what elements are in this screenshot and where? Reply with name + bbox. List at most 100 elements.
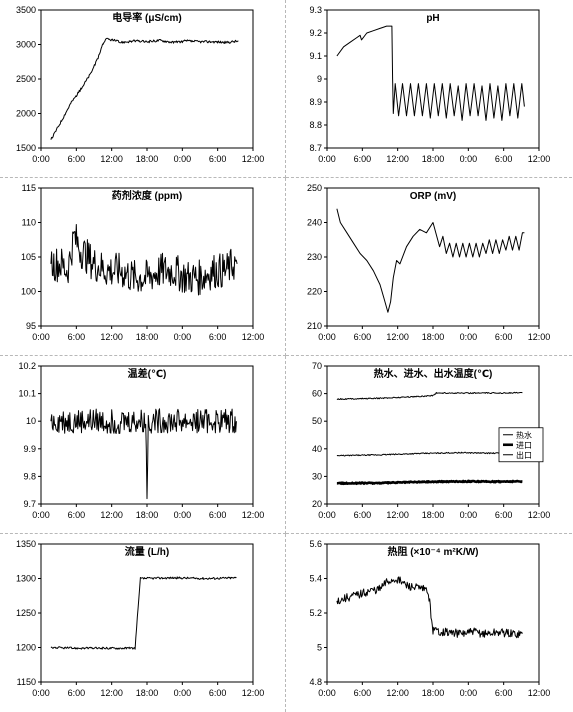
chart-panel-6: 20 30 40 50 60 70 0:00 6:00 12:00 18:00 0:00 6:00 12… xyxy=(286,356,572,534)
y-tick-label: 3500 xyxy=(16,5,36,15)
y-tick-label: 9.8 xyxy=(23,471,36,481)
y-tick-label: 8.7 xyxy=(309,143,322,153)
series-line-2 xyxy=(336,479,523,486)
chart-panel-7: 1150 1200 1250 1300 1350 0:00 6:00 12:00 18:00 0:… xyxy=(0,534,286,712)
chart-panel-3: 95 100 105 110 115 0:00 6:00 12:00 18:00 0:00 6:00… xyxy=(0,178,286,356)
y-tick-label: 9.7 xyxy=(23,499,36,509)
x-tick-label: 12:00 xyxy=(242,154,265,164)
chart-title: 温差(℃) xyxy=(128,367,167,380)
y-tick-label: 1350 xyxy=(16,539,36,549)
chart-svg: 4.8 5 5.2 5.4 5.6 0:00 6:00 12:00 18:00 0:00 6:00 1… xyxy=(309,539,551,698)
x-tick-label: 0:00 xyxy=(174,154,192,164)
series-line-1 xyxy=(50,224,238,296)
y-tick-label: 40 xyxy=(312,444,322,454)
y-tick-label: 70 xyxy=(312,361,322,371)
x-tick-label: 6:00 xyxy=(354,510,372,520)
plot-frame xyxy=(40,9,254,149)
chart-title: 药剂浓度 (ppm) xyxy=(112,189,183,202)
y-tick-label: 50 xyxy=(312,416,322,426)
x-tick-label: 6:00 xyxy=(209,688,227,698)
legend-label: 热水 xyxy=(516,430,532,440)
y-tick-label: 1250 xyxy=(16,608,36,618)
y-tick-label: 1500 xyxy=(16,143,36,153)
y-tick-label: 4.8 xyxy=(309,677,322,687)
x-tick-label: 18:00 xyxy=(422,688,445,698)
chart-panel-1: 1500 2000 2500 3000 3500 0:00 6:00 12:00 18:00 0:… xyxy=(0,0,286,178)
y-tick-label: 9.3 xyxy=(309,5,322,15)
chart-svg: 20 30 40 50 60 70 0:00 6:00 12:00 18:00 0:00 6:00 12… xyxy=(312,361,551,520)
x-tick-label: 12:00 xyxy=(386,332,409,342)
y-tick-label: 9 xyxy=(317,74,322,84)
x-tick-label: 12:00 xyxy=(528,688,551,698)
chart-svg: 1500 2000 2500 3000 3500 0:00 6:00 12:00 18:00 0:… xyxy=(16,5,265,164)
plot-frame xyxy=(326,543,540,683)
x-tick-label: 18:00 xyxy=(136,510,159,520)
x-tick-label: 0:00 xyxy=(460,510,478,520)
x-tick-label: 12:00 xyxy=(386,154,409,164)
x-tick-label: 0:00 xyxy=(174,510,192,520)
series-line-1 xyxy=(336,208,525,313)
y-tick-label: 30 xyxy=(312,471,322,481)
y-tick-label: 9.9 xyxy=(23,444,36,454)
x-tick-label: 12:00 xyxy=(386,510,409,520)
x-tick-label: 18:00 xyxy=(136,332,159,342)
y-tick-label: 1300 xyxy=(16,574,36,584)
y-tick-label: 5.6 xyxy=(309,539,322,549)
x-tick-label: 12:00 xyxy=(242,510,265,520)
x-tick-label: 6:00 xyxy=(495,510,513,520)
x-tick-label: 18:00 xyxy=(422,510,445,520)
x-tick-label: 12:00 xyxy=(242,332,265,342)
chart-panel-2: 8.7 8.8 8.9 9 9.1 9.2 9.3 0:00 6:00 12:00 18:00 0:0… xyxy=(286,0,572,178)
x-tick-label: 0:00 xyxy=(32,332,50,342)
chart-svg: 8.7 8.8 8.9 9 9.1 9.2 9.3 0:00 6:00 12:00 18:00 0:0… xyxy=(309,5,551,164)
y-tick-label: 1150 xyxy=(17,677,36,687)
chart-title: 热阻 (×10⁻⁴ m²K/W) xyxy=(387,545,478,558)
x-tick-label: 0:00 xyxy=(460,688,478,698)
x-tick-label: 0:00 xyxy=(318,332,336,342)
chart-title: 流量 (L/h) xyxy=(125,545,169,558)
x-tick-label: 6:00 xyxy=(495,688,513,698)
y-tick-label: 9.2 xyxy=(309,28,322,38)
series-line-1 xyxy=(336,391,523,400)
x-tick-label: 12:00 xyxy=(242,688,265,698)
y-tick-label: 210 xyxy=(307,321,322,331)
x-tick-label: 6:00 xyxy=(68,688,86,698)
x-tick-label: 12:00 xyxy=(528,154,551,164)
y-tick-label: 8.9 xyxy=(309,97,322,107)
plot-frame xyxy=(326,9,540,149)
x-tick-label: 6:00 xyxy=(354,154,372,164)
x-tick-label: 6:00 xyxy=(354,688,372,698)
x-tick-label: 0:00 xyxy=(318,154,336,164)
series-line-1 xyxy=(50,408,237,500)
x-tick-label: 6:00 xyxy=(209,154,227,164)
x-tick-label: 6:00 xyxy=(495,332,513,342)
y-tick-label: 5 xyxy=(317,643,322,653)
x-tick-label: 18:00 xyxy=(136,154,159,164)
y-tick-label: 95 xyxy=(26,321,36,331)
x-tick-label: 6:00 xyxy=(209,510,227,520)
plot-frame xyxy=(326,187,540,327)
series-line-1 xyxy=(50,37,239,140)
chart-svg: 95 100 105 110 115 0:00 6:00 12:00 18:00 0:00 6:00… xyxy=(21,183,265,342)
x-tick-label: 12:00 xyxy=(100,154,123,164)
x-tick-label: 12:00 xyxy=(528,510,551,520)
plot-frame xyxy=(40,187,254,327)
chart-panel-5: 9.7 9.8 9.9 10 10.1 10.2 0:00 6:00 12:00 18:00 0:0… xyxy=(0,356,286,534)
series-line-1 xyxy=(50,576,237,650)
x-tick-label: 12:00 xyxy=(100,332,123,342)
x-tick-label: 18:00 xyxy=(422,154,445,164)
x-tick-label: 6:00 xyxy=(68,154,86,164)
x-tick-label: 0:00 xyxy=(318,510,336,520)
y-tick-label: 5.4 xyxy=(309,574,322,584)
x-tick-label: 6:00 xyxy=(495,154,513,164)
chart-panel-4: 210 220 230 240 250 0:00 6:00 12:00 18:00 0:00 6:0… xyxy=(286,178,572,356)
chart-svg: 1150 1200 1250 1300 1350 0:00 6:00 12:00 18:00 0:… xyxy=(16,539,265,698)
y-tick-label: 2000 xyxy=(16,109,36,119)
y-tick-label: 60 xyxy=(312,389,322,399)
chart-title: 电导率 (μS/cm) xyxy=(112,11,181,24)
x-tick-label: 0:00 xyxy=(460,154,478,164)
chart-title: 热水、进水、出水温度(℃) xyxy=(374,367,493,380)
y-tick-label: 220 xyxy=(307,287,322,297)
y-tick-label: 2500 xyxy=(16,74,36,84)
